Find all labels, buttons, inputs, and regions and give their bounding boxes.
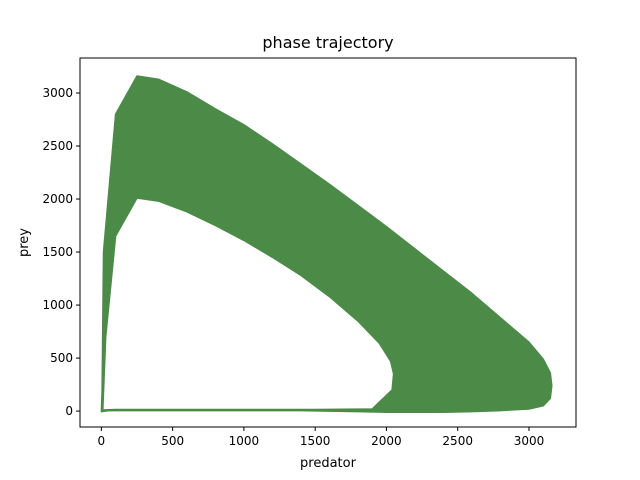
- y-tick-label: 3000: [42, 86, 73, 100]
- x-tick-label: 0: [98, 434, 106, 448]
- y-axis-label: prey: [17, 228, 32, 257]
- x-tick-label: 500: [161, 434, 184, 448]
- y-tick-label: 1000: [42, 298, 73, 312]
- axes-frame: [79, 57, 577, 428]
- y-tick-label: 1500: [42, 245, 73, 259]
- x-tick-label: 2000: [371, 434, 402, 448]
- chart-title: phase trajectory: [262, 33, 393, 52]
- y-tick-label: 2000: [42, 192, 73, 206]
- x-tick-label: 1000: [229, 434, 260, 448]
- y-axis: 0 500 1000 1500 2000 2500 3000: [42, 86, 80, 418]
- x-axis-label: predator: [300, 456, 357, 471]
- x-axis: 0 500 1000 1500 2000 2500 3000: [98, 427, 545, 448]
- y-tick-label: 0: [65, 404, 73, 418]
- y-tick-label: 2500: [42, 139, 73, 153]
- x-tick-label: 3000: [514, 434, 545, 448]
- x-tick-label: 2500: [442, 434, 473, 448]
- y-tick-label: 500: [50, 351, 73, 365]
- x-tick-label: 1500: [300, 434, 331, 448]
- plot-area: [100, 75, 553, 413]
- trajectory-band: [100, 75, 553, 413]
